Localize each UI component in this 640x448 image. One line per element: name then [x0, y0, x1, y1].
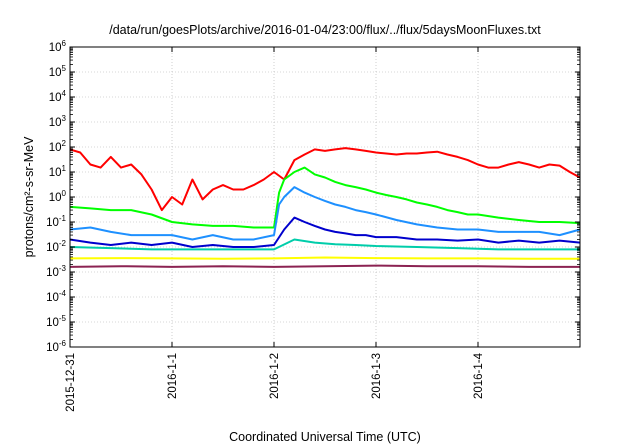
- series-line-4: [69, 216, 581, 248]
- y-tick-label: 10-6: [46, 339, 66, 354]
- series-line-5: [69, 238, 580, 251]
- chart-title: /data/run/goesPlots/archive/2016-01-04/2…: [109, 23, 541, 37]
- y-ticks: 10-6 10-5 10-4 10-3 10-2 10-1 100 101 102 103 104 1…: [46, 39, 580, 354]
- x-tick-label: 2016-1-1: [167, 353, 179, 399]
- y-tick-label: 101: [49, 164, 67, 179]
- y-tick-label: 10-1: [46, 214, 66, 229]
- y-tick-label: 10-3: [46, 264, 66, 279]
- series-line-6: [69, 256, 580, 260]
- x-ticks: 2015-12-31 2016-1-1 2016-1-2 2016-1-3 2016-1…: [65, 47, 485, 412]
- series-line-1: [69, 147, 581, 212]
- x-tick-label: 2016-1-3: [371, 353, 383, 399]
- y-tick-label: 100: [49, 189, 67, 204]
- y-axis-label: protons/cm²-s-sr-MeV: [22, 136, 36, 258]
- y-tick-label: 10-2: [46, 239, 66, 254]
- y-tick-label: 10-5: [46, 314, 66, 329]
- x-tick-label: 2016-1-4: [473, 352, 485, 399]
- y-tick-label: 10-4: [46, 289, 66, 304]
- y-tick-label: 106: [49, 39, 67, 54]
- y-tick-label: 103: [49, 114, 67, 129]
- series-line-7: [69, 264, 580, 268]
- grid: [70, 47, 580, 347]
- y-tick-label: 105: [49, 64, 67, 79]
- series-line-2: [69, 166, 581, 229]
- series-group: [69, 147, 581, 268]
- x-tick-label: 2015-12-31: [65, 353, 77, 412]
- x-axis-label: Coordinated Universal Time (UTC): [229, 430, 421, 444]
- series-line-3: [69, 186, 581, 241]
- y-tick-label: 104: [49, 89, 67, 104]
- y-tick-label: 102: [49, 139, 67, 154]
- x-tick-label: 2016-1-2: [269, 353, 281, 399]
